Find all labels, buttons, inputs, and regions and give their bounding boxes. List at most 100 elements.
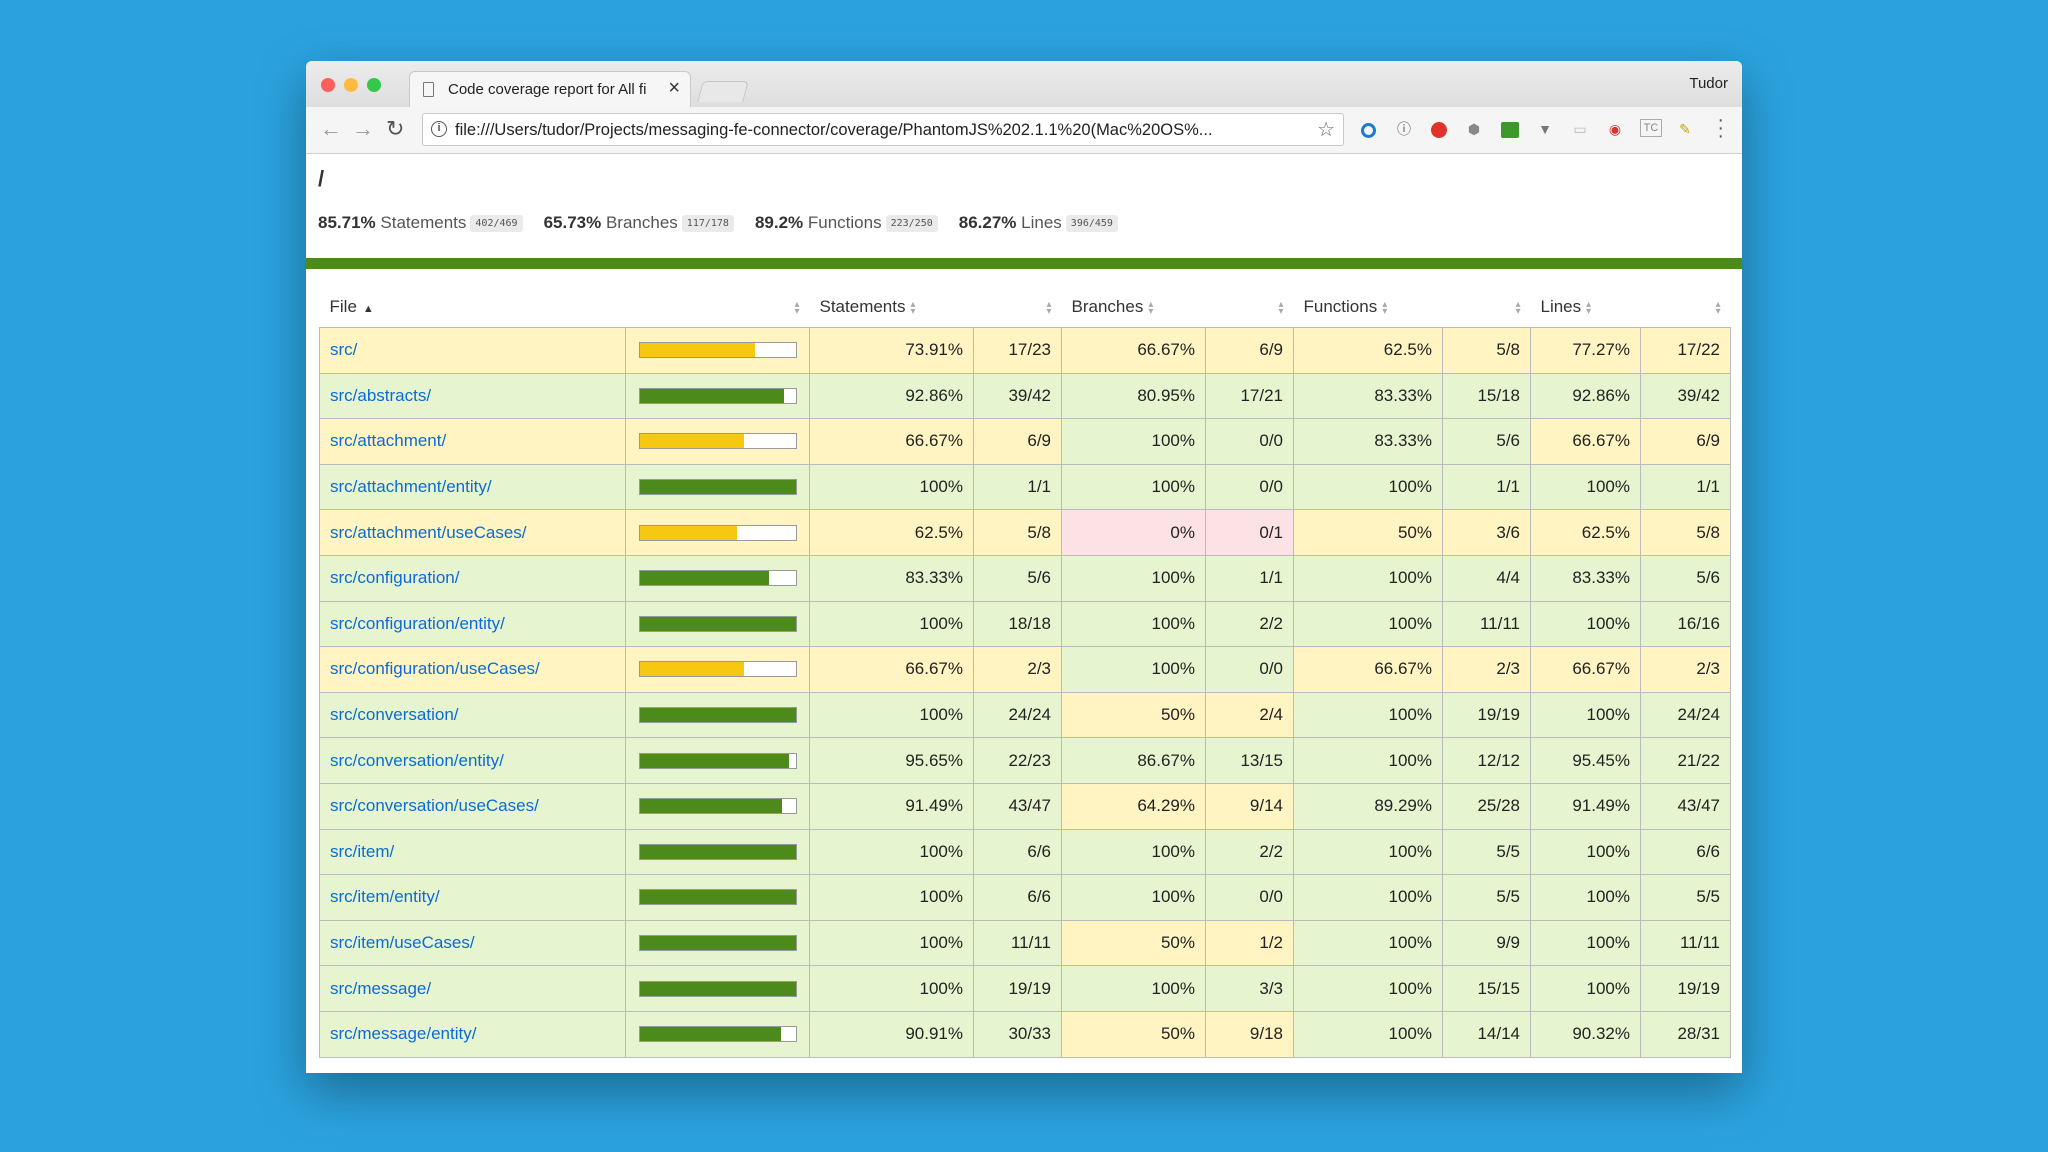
table-row: src/attachment/useCases/62.5% 5/8 0% 0/1 50%… — [319, 509, 1731, 556]
file-cell: src/attachment/useCases/ — [319, 509, 626, 556]
table-header-row: File ▲ ▴ ▾ Statements ▴ ▾ ▴ ▾ Branches ▴ ▾ ▴ ▾ F… — [320, 287, 1731, 328]
summary-fraction: 402/469 — [470, 215, 523, 232]
circle-blue-icon[interactable] — [1358, 119, 1378, 139]
profile-name[interactable]: Tudor — [1689, 75, 1728, 92]
file-link[interactable]: src/item/ — [330, 841, 395, 861]
branches-fraction-cell: 9/14 — [1205, 782, 1294, 830]
coverage-bar-fill — [639, 1027, 782, 1042]
vue-icon[interactable]: ▼ — [1538, 121, 1552, 137]
file-link[interactable]: src/conversation/entity/ — [330, 750, 504, 770]
file-link[interactable]: src/configuration/entity/ — [330, 613, 505, 633]
bookmark-star-icon[interactable]: ☆ — [1317, 119, 1335, 141]
file-bar-sort[interactable]: ▴ ▾ — [626, 287, 810, 328]
info-circle-icon[interactable]: ⓘ — [1397, 121, 1411, 137]
lines-pct-cell: 100% — [1530, 965, 1641, 1012]
coverage-bar-cell — [625, 919, 810, 967]
lines-frac-sort[interactable]: ▴ ▾ — [1641, 287, 1731, 328]
statements-frac-sort[interactable]: ▴ ▾ — [974, 287, 1062, 328]
summary-functions: 89.2% Functions 223/250 — [755, 213, 938, 232]
sort-icon: ▴ ▾ — [794, 298, 800, 317]
coverage-bar — [638, 479, 797, 496]
file-cell: src/configuration/ — [319, 554, 626, 602]
green-ext-icon[interactable] — [1500, 119, 1520, 139]
new-tab-button[interactable] — [697, 81, 749, 102]
file-link[interactable]: src/conversation/useCases/ — [330, 796, 539, 816]
coverage-summary: 85.71% Statements 402/469 65.73% Branches 1… — [318, 213, 1139, 233]
table-row: src/configuration/83.33% 5/6 100% 1/1 100% 4/… — [319, 554, 1731, 602]
lines-fraction-cell: 28/31 — [1640, 1010, 1731, 1058]
chat-icon[interactable]: ▭ — [1573, 121, 1587, 137]
record-icon[interactable]: ◉ — [1608, 121, 1622, 137]
file-link[interactable]: src/message/entity/ — [330, 1024, 477, 1044]
statements-fraction-cell: 17/23 — [973, 327, 1062, 374]
lines-pct-cell: 91.49% — [1530, 782, 1641, 830]
file-link[interactable]: src/attachment/ — [330, 431, 447, 451]
info-icon[interactable]: i — [431, 121, 447, 137]
functions-frac-sort[interactable]: ▴ ▾ — [1443, 287, 1531, 328]
functions-column-header[interactable]: Functions ▴ ▾ — [1303, 297, 1388, 317]
back-arrow-icon[interactable]: ← — [320, 116, 342, 141]
file-link[interactable]: src/configuration/ — [330, 568, 460, 588]
coverage-bar-fill — [639, 388, 785, 403]
table-row: src/item/entity/100% 6/6 100% 0/0 100% 5/5 100… — [319, 874, 1731, 921]
menu-dots-icon[interactable]: · · · — [1717, 109, 1724, 147]
shield-icon[interactable]: ⬢ — [1467, 121, 1481, 137]
summary-fraction: 117/178 — [681, 215, 734, 232]
address-bar[interactable]: i file:///Users/tudor/Projects/messaging… — [422, 113, 1344, 146]
file-link[interactable]: src/abstracts/ — [330, 385, 432, 405]
coverage-bar-cell — [625, 463, 810, 511]
statements-pct-cell: 91.49% — [809, 782, 974, 830]
statements-column-header[interactable]: Statements ▴ ▾ — [819, 297, 916, 317]
branches-fraction-cell: 0/0 — [1205, 646, 1294, 693]
coverage-bar-fill — [639, 708, 796, 723]
coverage-bar-cell — [625, 600, 810, 648]
statements-fraction-cell: 39/42 — [973, 372, 1062, 420]
branches-pct-cell: 64.29% — [1061, 782, 1206, 830]
blocker-red-icon[interactable] — [1429, 119, 1449, 139]
lines-column-header[interactable]: Lines ▴ ▾ — [1540, 297, 1592, 317]
maximize-window-button[interactable] — [367, 78, 381, 92]
sort-icon: ▴ ▾ — [1046, 298, 1052, 317]
file-link[interactable]: src/ — [330, 340, 358, 360]
summary-pct: 85.71% — [318, 213, 376, 232]
coverage-bar — [638, 1026, 797, 1043]
tc-icon[interactable]: TC — [1640, 119, 1662, 137]
branches-pct-cell: 100% — [1061, 600, 1206, 648]
summary-pct: 65.73% — [543, 213, 602, 232]
close-tab-icon[interactable]: × — [668, 77, 680, 99]
reload-icon[interactable]: ↻ — [386, 116, 405, 141]
coverage-bar — [638, 524, 797, 541]
branches-frac-sort[interactable]: ▴ ▾ — [1206, 287, 1294, 328]
browser-tab[interactable]: Code coverage report for All fi × — [409, 71, 691, 107]
file-link[interactable]: src/configuration/useCases/ — [330, 659, 540, 679]
file-link[interactable]: src/attachment/entity/ — [330, 477, 492, 497]
sort-icon: ▴ ▾ — [910, 298, 916, 317]
breadcrumb[interactable]: / — [318, 166, 325, 191]
statements-fraction-cell: 18/18 — [973, 600, 1062, 648]
minimize-window-button[interactable] — [344, 78, 358, 92]
statements-fraction-cell: 11/11 — [973, 919, 1062, 967]
file-link[interactable]: src/conversation/ — [330, 705, 459, 725]
branches-fraction-cell: 6/9 — [1205, 327, 1294, 374]
statements-pct-cell: 100% — [809, 828, 974, 876]
statements-fraction-cell: 24/24 — [973, 691, 1062, 739]
forward-arrow-icon[interactable]: → — [352, 116, 374, 141]
branches-fraction-cell: 0/0 — [1205, 463, 1294, 511]
file-column-header[interactable]: File ▲ — [329, 297, 374, 316]
lines-fraction-cell: 2/3 — [1640, 646, 1731, 693]
file-link[interactable]: src/item/useCases/ — [330, 933, 475, 953]
coverage-bar — [638, 433, 797, 450]
file-link[interactable]: src/message/ — [330, 978, 432, 998]
branches-column-header[interactable]: Branches ▴ ▾ — [1071, 297, 1154, 317]
lines-pct-cell: 100% — [1530, 919, 1641, 967]
branches-pct-cell: 100% — [1061, 874, 1206, 921]
coverage-bar — [638, 570, 797, 587]
coverage-bar-cell — [625, 509, 810, 556]
file-link[interactable]: src/attachment/useCases/ — [330, 522, 527, 542]
url-text[interactable]: file:///Users/tudor/Projects/messaging-f… — [455, 121, 1213, 139]
file-link[interactable]: src/item/entity/ — [330, 887, 440, 907]
functions-fraction-cell: 14/14 — [1442, 1010, 1531, 1058]
summary-statements: 85.71% Statements 402/469 — [318, 213, 523, 232]
pencil-icon[interactable]: ✎ — [1679, 121, 1691, 137]
close-window-button[interactable] — [321, 78, 335, 92]
